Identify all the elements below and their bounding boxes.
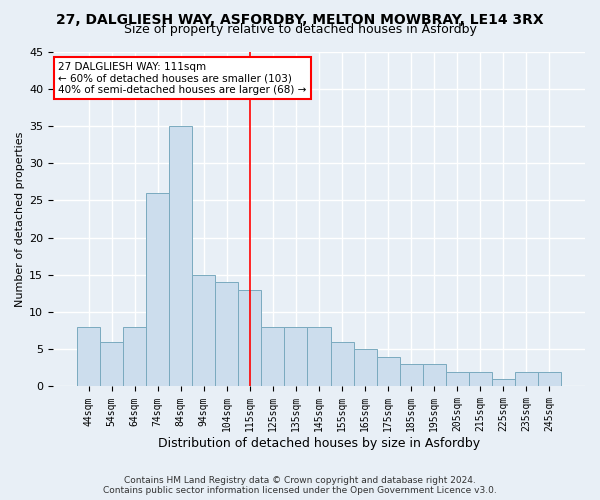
Bar [400,364,422,386]
Bar [193,275,215,386]
Bar [422,364,446,386]
Bar [262,327,284,386]
Bar [353,350,377,387]
Bar [169,126,193,386]
Bar [307,327,331,386]
Bar [469,372,492,386]
Bar [123,327,146,386]
Bar [77,327,100,386]
X-axis label: Distribution of detached houses by size in Asfordby: Distribution of detached houses by size … [158,437,480,450]
Bar [146,193,169,386]
Text: 27, DALGLIESH WAY, ASFORDBY, MELTON MOWBRAY, LE14 3RX: 27, DALGLIESH WAY, ASFORDBY, MELTON MOWB… [56,12,544,26]
Bar [515,372,538,386]
Bar [538,372,561,386]
Bar [215,282,238,387]
Bar [331,342,353,386]
Text: Contains HM Land Registry data © Crown copyright and database right 2024.
Contai: Contains HM Land Registry data © Crown c… [103,476,497,495]
Bar [100,342,123,386]
Bar [238,290,262,386]
Bar [284,327,307,386]
Bar [492,379,515,386]
Bar [446,372,469,386]
Text: 27 DALGLIESH WAY: 111sqm
← 60% of detached houses are smaller (103)
40% of semi-: 27 DALGLIESH WAY: 111sqm ← 60% of detach… [58,62,307,94]
Bar [377,356,400,386]
Y-axis label: Number of detached properties: Number of detached properties [15,132,25,306]
Text: Size of property relative to detached houses in Asfordby: Size of property relative to detached ho… [124,22,476,36]
